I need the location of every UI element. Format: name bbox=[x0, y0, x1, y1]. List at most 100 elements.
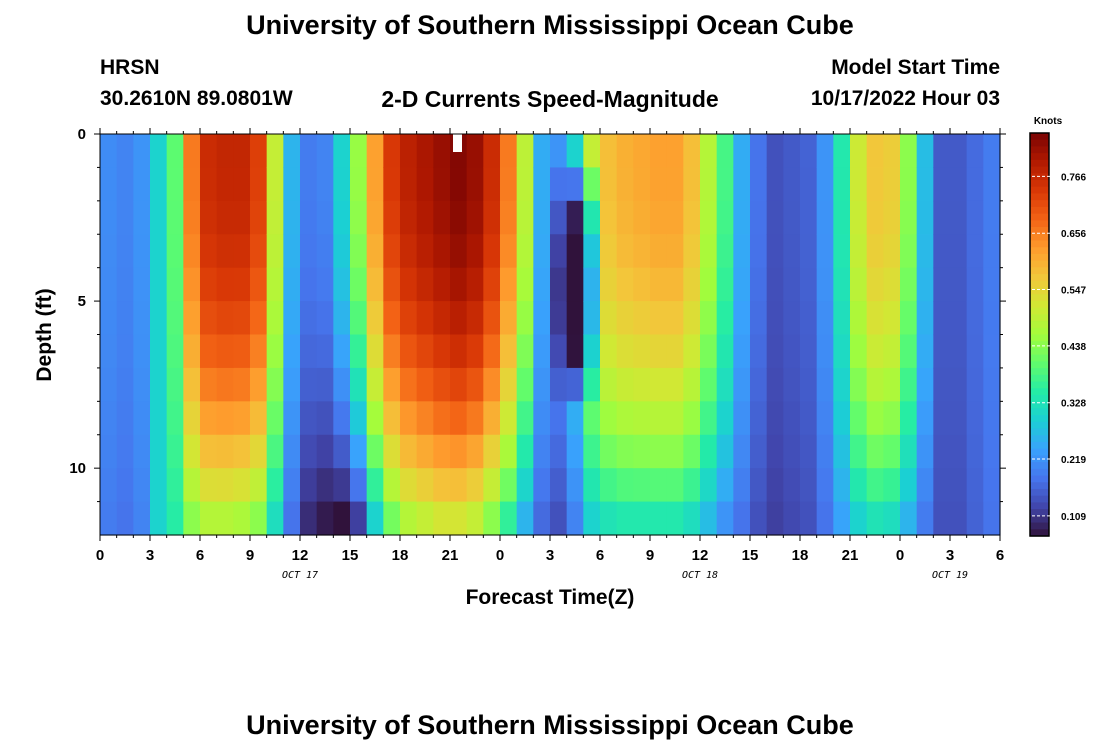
heatmap-cell bbox=[800, 267, 818, 302]
page-title-bottom: University of Southern Mississippi Ocean… bbox=[246, 710, 854, 740]
heatmap-cell bbox=[466, 301, 484, 336]
heatmap-cell bbox=[833, 234, 851, 269]
heatmap-cell bbox=[950, 167, 968, 202]
colorbar-tick-label: 0.547 bbox=[1061, 286, 1086, 297]
heatmap-cell bbox=[600, 200, 618, 235]
heatmap-cell bbox=[383, 434, 401, 469]
heatmap-cell bbox=[400, 301, 418, 336]
colorbar-tick-label: 0.766 bbox=[1061, 172, 1086, 183]
heatmap-cell bbox=[766, 167, 784, 202]
heatmap-cell bbox=[750, 334, 768, 369]
heatmap-cell bbox=[450, 234, 468, 269]
heatmap-cell bbox=[650, 367, 668, 402]
heatmap-cell bbox=[616, 501, 634, 536]
heatmap-cell bbox=[350, 434, 368, 469]
heatmap-cell bbox=[683, 234, 701, 269]
heatmap-cell bbox=[183, 334, 201, 369]
heatmap-cell bbox=[633, 267, 651, 302]
heatmap-cell bbox=[750, 501, 768, 536]
heatmap-cell bbox=[916, 434, 934, 469]
heatmap-cell bbox=[516, 167, 534, 202]
heatmap-cell bbox=[100, 401, 118, 436]
heatmap-cell bbox=[300, 434, 318, 469]
heatmap-cell bbox=[800, 234, 818, 269]
heatmap-cell bbox=[933, 501, 951, 536]
heatmap-cell bbox=[466, 367, 484, 402]
heatmap-cell bbox=[350, 501, 368, 536]
heatmap-cell bbox=[566, 267, 584, 302]
heatmap-cell bbox=[150, 200, 168, 235]
heatmap-cell bbox=[900, 434, 918, 469]
heatmap-cell bbox=[333, 267, 351, 302]
heatmap-cell bbox=[100, 501, 118, 536]
heatmap-cell bbox=[683, 434, 701, 469]
heatmap-cell bbox=[400, 401, 418, 436]
heatmap-cell bbox=[266, 401, 284, 436]
heatmap-cell bbox=[316, 501, 334, 536]
heatmap-cell bbox=[466, 401, 484, 436]
heatmap-cell bbox=[283, 334, 301, 369]
heatmap-cell bbox=[983, 167, 1001, 202]
heatmap-cell bbox=[333, 134, 351, 169]
heatmap-cell bbox=[983, 301, 1001, 336]
colorbar-swatch bbox=[1030, 408, 1049, 416]
colorbar-swatch bbox=[1030, 146, 1049, 154]
heatmap-cell bbox=[283, 167, 301, 202]
heatmap-cell bbox=[766, 367, 784, 402]
colorbar-swatch bbox=[1030, 314, 1049, 322]
heatmap-cell bbox=[683, 200, 701, 235]
heatmap-cell bbox=[850, 267, 868, 302]
heatmap-cell bbox=[866, 501, 884, 536]
heatmap-cell bbox=[450, 434, 468, 469]
colorbar-swatch bbox=[1030, 287, 1049, 295]
heatmap-cell bbox=[383, 200, 401, 235]
heatmap-cell bbox=[950, 401, 968, 436]
heatmap-cell bbox=[550, 334, 568, 369]
heatmap-cell bbox=[366, 401, 384, 436]
heatmap-cell bbox=[433, 434, 451, 469]
colorbar-swatch bbox=[1030, 193, 1049, 201]
heatmap-cell bbox=[116, 401, 134, 436]
heatmap-cell bbox=[966, 434, 984, 469]
x-tick-label: 9 bbox=[646, 547, 654, 564]
heatmap-cell bbox=[716, 134, 734, 169]
heatmap-cell bbox=[883, 301, 901, 336]
x-tick-label: 9 bbox=[246, 547, 254, 564]
heatmap-cell bbox=[850, 167, 868, 202]
heatmap-cell bbox=[400, 501, 418, 536]
x-tick-label: 0 bbox=[896, 547, 904, 564]
heatmap-cell bbox=[616, 334, 634, 369]
heatmap-cell bbox=[633, 301, 651, 336]
heatmap-cell bbox=[633, 334, 651, 369]
heatmap-cell bbox=[416, 301, 434, 336]
heatmap-cell bbox=[633, 401, 651, 436]
heatmap-cell bbox=[233, 334, 251, 369]
heatmap-cell bbox=[166, 501, 184, 536]
heatmap-cell bbox=[933, 301, 951, 336]
heatmap-cell bbox=[700, 434, 718, 469]
heatmap-cell bbox=[816, 401, 834, 436]
heatmap-cell bbox=[250, 267, 268, 302]
heatmap-cell bbox=[816, 167, 834, 202]
heatmap-cell bbox=[533, 134, 551, 169]
colorbar-swatch bbox=[1030, 421, 1049, 430]
heatmap-cell bbox=[283, 234, 301, 269]
heatmap-cell bbox=[566, 301, 584, 336]
colorbar-swatch bbox=[1030, 186, 1049, 195]
heatmap-cell bbox=[133, 167, 151, 202]
heatmap-cell bbox=[500, 167, 518, 202]
heatmap-cell bbox=[416, 334, 434, 369]
model-start-value: 10/17/2022 Hour 03 bbox=[810, 87, 1000, 110]
heatmap-cell bbox=[800, 468, 818, 503]
heatmap-cell bbox=[150, 367, 168, 402]
colorbar-label: Knots bbox=[1034, 116, 1063, 127]
heatmap-cell bbox=[200, 367, 218, 402]
heatmap-cell bbox=[116, 501, 134, 536]
heatmap-cell bbox=[516, 401, 534, 436]
heatmap-cell bbox=[733, 401, 751, 436]
colorbar-swatch bbox=[1030, 374, 1049, 383]
heatmap-cell bbox=[166, 367, 184, 402]
heatmap-cell bbox=[783, 501, 801, 536]
heatmap-cell bbox=[883, 501, 901, 536]
heatmap-cell bbox=[350, 401, 368, 436]
